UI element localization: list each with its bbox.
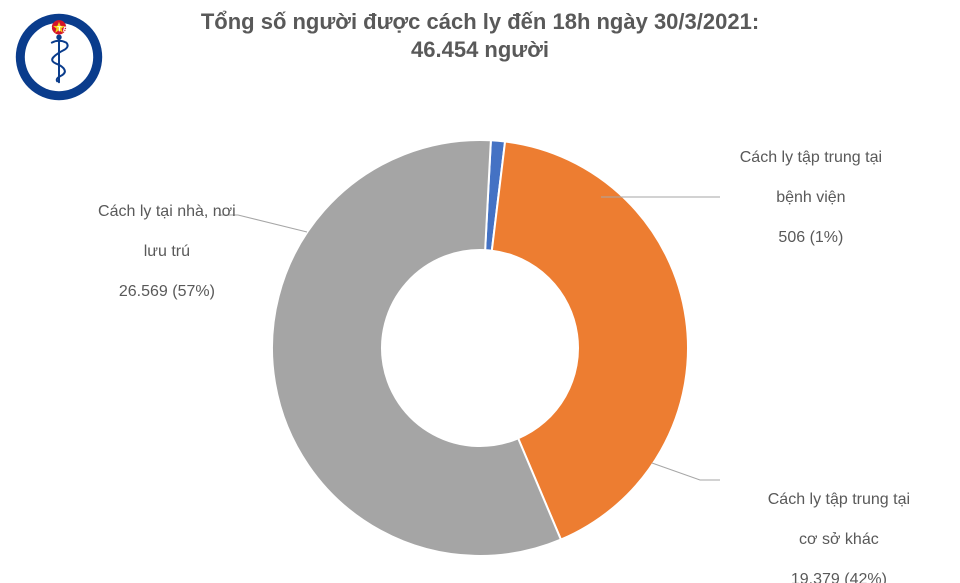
label-other-l3: 19.379 (42%) xyxy=(791,571,887,583)
label-other-l2: cơ sở khác xyxy=(799,531,879,548)
leader-other_facility xyxy=(652,463,720,480)
label-home-l1: Cách ly tại nhà, nơi xyxy=(98,203,236,220)
label-other-l1: Cách ly tập trung tại xyxy=(768,491,910,508)
label-hospital-l2: bệnh viện xyxy=(776,189,845,206)
label-hospital: Cách ly tập trung tại bệnh viện 506 (1%) xyxy=(712,128,892,268)
label-home: Cách ly tại nhà, nơi lưu trú 26.569 (57%… xyxy=(58,182,258,322)
label-hospital-l1: Cách ly tập trung tại xyxy=(740,149,882,166)
label-home-l2: lưu trú xyxy=(144,243,190,260)
label-other-facility: Cách ly tập trung tại cơ sở khác 19.379 … xyxy=(730,470,930,583)
label-hospital-l3: 506 (1%) xyxy=(778,229,843,246)
chart-container: BỘ Y TẾ MINISTRY OF HEALTH Tổng số người… xyxy=(0,0,960,583)
label-home-l3: 26.569 (57%) xyxy=(119,283,215,300)
